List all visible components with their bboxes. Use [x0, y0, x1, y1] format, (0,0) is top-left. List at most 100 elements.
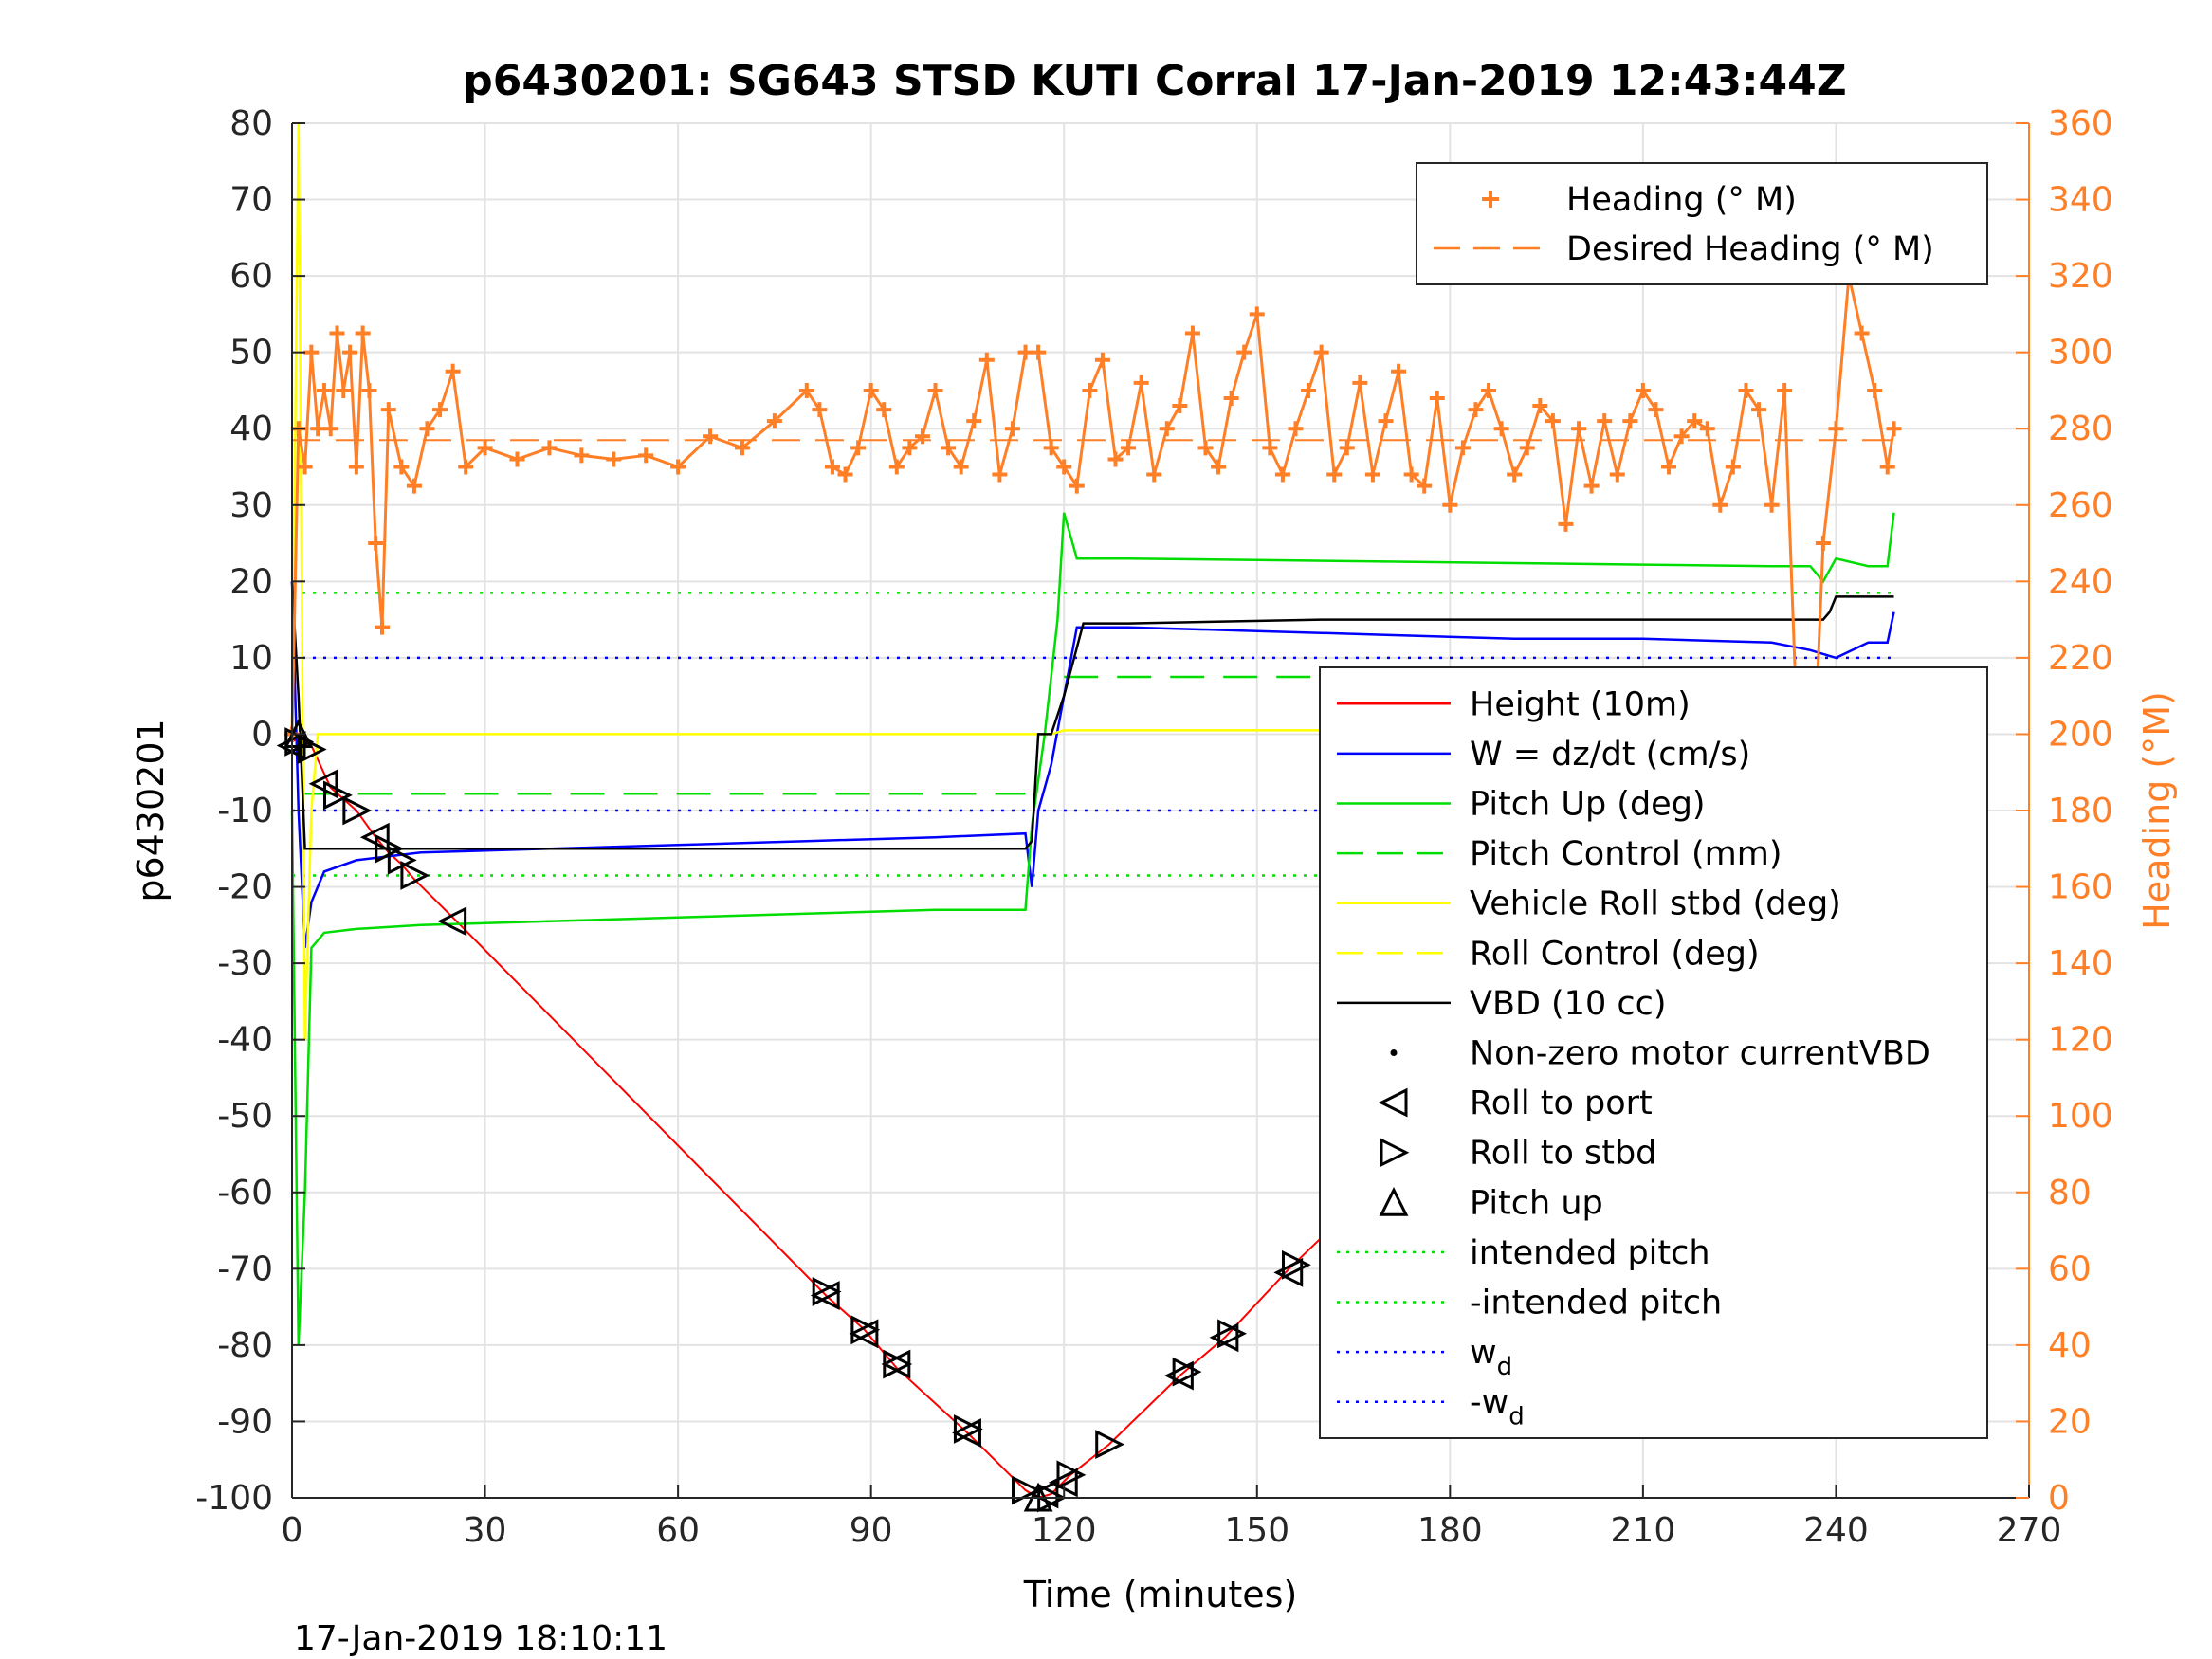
- y-tick-label-left: 10: [229, 639, 273, 678]
- heading-point: [1313, 344, 1329, 360]
- heading-point: [1094, 352, 1110, 368]
- heading-point: [953, 459, 969, 475]
- legend-box: [1416, 162, 1988, 285]
- heading-point: [1597, 413, 1613, 429]
- legend-label: Vehicle Roll stbd (deg): [1470, 885, 1841, 923]
- heading-point: [888, 459, 905, 475]
- y-tick-label-right: 0: [2048, 1479, 2070, 1518]
- y-tick-label-right: 40: [2048, 1326, 2092, 1365]
- heading-point: [355, 325, 371, 341]
- y-tick-label-right: 20: [2048, 1402, 2092, 1441]
- y-tick-label-right: 320: [2048, 257, 2113, 296]
- y-tick-label-right: 260: [2048, 486, 2113, 525]
- heading-point: [1017, 344, 1033, 360]
- heading-point: [824, 459, 840, 475]
- heading-point: [863, 382, 879, 398]
- heading-point: [798, 382, 814, 398]
- heading-point: [1886, 421, 1902, 437]
- plot-area: [284, 122, 1902, 1500]
- y-tick-label-right: 60: [2048, 1249, 2092, 1288]
- heading-point: [1571, 421, 1587, 437]
- roll-stbd-marker: [883, 1349, 913, 1379]
- x-tick-label: 30: [464, 1511, 507, 1550]
- roll-stbd-marker: [1056, 1460, 1087, 1490]
- heading-point: [1417, 478, 1433, 494]
- legend-label-subscript: d: [1497, 1353, 1513, 1381]
- heading-point: [1609, 466, 1625, 483]
- roll-port-marker: [1273, 1257, 1304, 1287]
- x-tick-label: 150: [1224, 1511, 1289, 1550]
- x-tick-label: 210: [1611, 1511, 1676, 1550]
- heading-point: [1699, 421, 1715, 437]
- y-tick-label-left: -40: [217, 1021, 273, 1060]
- roll-stbd-marker: [400, 861, 430, 890]
- legend-main: Height (10m) W = dz/dt (cm/s) Pitch Up (de…: [1319, 666, 1988, 1439]
- heading-point: [1493, 421, 1509, 437]
- heading-point: [574, 447, 590, 464]
- heading-point: [1867, 382, 1883, 398]
- heading-point: [1673, 428, 1690, 445]
- y-tick-label-right: 80: [2048, 1174, 2092, 1212]
- heading-point: [374, 619, 390, 635]
- heading-point: [1262, 440, 1278, 456]
- x-tick-label: 270: [1997, 1511, 2062, 1550]
- heading-point: [303, 344, 320, 360]
- y-tick-label-right: 300: [2048, 334, 2113, 373]
- heading-point: [1107, 451, 1124, 467]
- heading-point: [1236, 344, 1252, 360]
- heading-point: [368, 536, 384, 552]
- heading-point: [1301, 382, 1317, 398]
- heading-point: [766, 413, 782, 429]
- y-tick-label-left: 0: [251, 715, 273, 754]
- heading-point: [348, 459, 364, 475]
- legend-sample-tri-left: [1378, 1087, 1408, 1118]
- heading-point: [1661, 459, 1677, 475]
- heading-point: [1648, 402, 1664, 418]
- heading-point: [992, 466, 1008, 483]
- heading-point: [914, 428, 930, 445]
- heading-point: [1622, 413, 1638, 429]
- y-tick-label-right: 140: [2048, 944, 2113, 983]
- y-tick-label-left: -70: [217, 1249, 273, 1288]
- heading-point: [1364, 466, 1380, 483]
- y-tick-label-right: 180: [2048, 792, 2113, 830]
- heading-point: [1056, 459, 1072, 475]
- heading-point: [703, 428, 719, 445]
- heading-point: [445, 363, 461, 379]
- heading-point: [1274, 466, 1290, 483]
- heading-point: [1854, 325, 1870, 341]
- heading-point: [297, 459, 313, 475]
- y-tick-label-left: 80: [229, 104, 273, 143]
- timestamp-footer: 17-Jan-2019 18:10:11: [294, 1619, 667, 1658]
- series-line: [290, 581, 1894, 850]
- legend-label-subscript: d: [1508, 1403, 1525, 1431]
- legend-label: Pitch Control (mm): [1470, 835, 1782, 873]
- heading-point: [1558, 516, 1574, 532]
- heading-point: [342, 344, 358, 360]
- y-tick-label-left: 20: [229, 562, 273, 601]
- heading-point: [670, 459, 686, 475]
- heading-point: [1815, 536, 1831, 552]
- heading-point: [1507, 466, 1523, 483]
- heading-point: [509, 451, 525, 467]
- roll-stbd-marker: [1217, 1319, 1247, 1349]
- y-tick-label-left: 50: [229, 334, 273, 373]
- heading-point: [329, 325, 345, 341]
- x-tick-label: 180: [1417, 1511, 1483, 1550]
- series-heading-line: [290, 275, 1895, 849]
- y-tick-label-right: 120: [2048, 1021, 2113, 1060]
- heading-point: [1454, 440, 1471, 456]
- heading-point: [1519, 440, 1535, 456]
- heading-point: [1635, 382, 1651, 398]
- legend-label: Pitch Up (deg): [1470, 786, 1706, 824]
- y-tick-label-right: 360: [2048, 104, 2113, 143]
- heading-point: [1879, 459, 1895, 475]
- heading-point: [316, 382, 332, 398]
- x-tick-label: 120: [1032, 1511, 1097, 1550]
- chart-title: p6430201: SG643 STSD KUTI Corral 17-Jan-…: [463, 57, 1846, 105]
- legend-label: Pitch up: [1470, 1184, 1603, 1222]
- legend-label: Roll to stbd: [1470, 1135, 1656, 1173]
- roll-stbd-marker: [1172, 1357, 1202, 1387]
- x-tick-label: 90: [850, 1511, 893, 1550]
- y-tick-label-left: 30: [229, 486, 273, 525]
